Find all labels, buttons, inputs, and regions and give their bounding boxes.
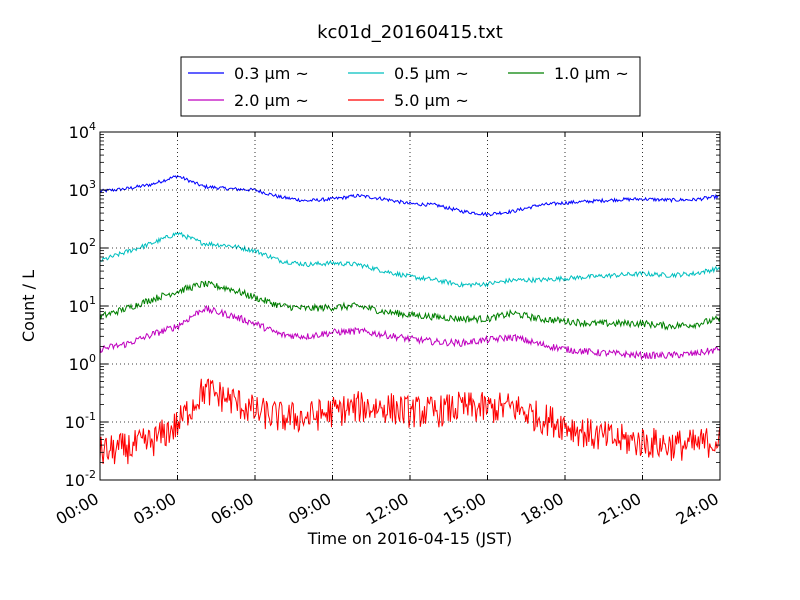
- y-axis-label: Count / L: [19, 270, 38, 342]
- y-tick-label: 100: [69, 352, 96, 374]
- series-line-0-5um: [99, 231, 721, 289]
- legend-label-0-5um: 0.5 µm ~: [394, 64, 469, 83]
- y-tick-label: 10-1: [65, 410, 96, 432]
- series-line-0-3um: [99, 174, 721, 218]
- legend: 0.3 µm ~ 0.5 µm ~ 1.0 µm ~ 2.0 µm ~ 5.0 µm ~: [180, 56, 641, 117]
- legend-label-1-0um: 1.0 µm ~: [554, 64, 629, 83]
- y-tick-label: 104: [69, 120, 96, 142]
- y-tick-label: 10-2: [65, 468, 96, 490]
- series-line-2-0um: [99, 304, 721, 361]
- grid-layer: [100, 132, 720, 480]
- legend-box: [180, 56, 641, 117]
- plot-frame: [99, 131, 721, 481]
- x-axis-label: Time on 2016-04-15 (JST): [307, 529, 512, 548]
- legend-label-2-0um: 2.0 µm ~: [234, 91, 309, 110]
- y-tick-label: 102: [69, 236, 96, 258]
- legend-label-0-3um: 0.3 µm ~: [234, 64, 309, 83]
- y-tick-label: 103: [69, 178, 96, 200]
- legend-label-5-0um: 5.0 µm ~: [394, 91, 469, 110]
- y-tick-label: 101: [69, 294, 96, 316]
- chart-title: kc01d_20160415.txt: [317, 22, 503, 43]
